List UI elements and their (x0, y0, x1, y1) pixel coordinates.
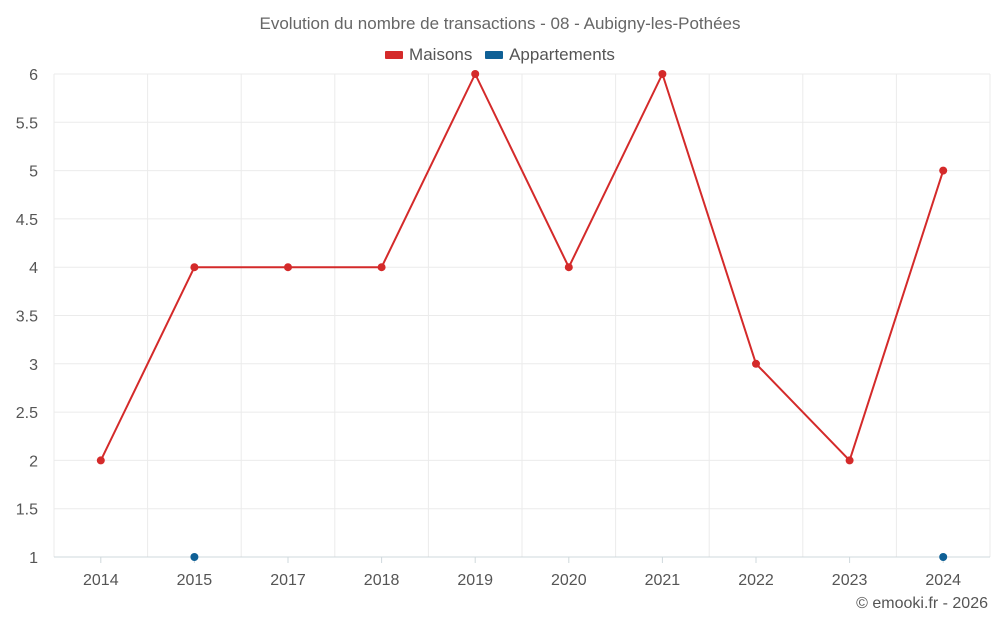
x-tick-label: 2021 (645, 572, 681, 589)
x-tick-label: 2014 (83, 572, 119, 589)
y-tick-label: 5.5 (16, 115, 38, 132)
y-tick-label: 5 (29, 164, 38, 181)
y-tick-label: 2.5 (16, 405, 38, 422)
y-tick-label: 3 (29, 357, 38, 374)
data-point-maisons (96, 456, 105, 465)
data-point-maisons (377, 263, 386, 272)
chart-legend: Maisons Appartements (0, 44, 1000, 65)
y-tick-label: 2 (29, 453, 38, 470)
x-tick-label: 2020 (551, 572, 587, 589)
copyright-text: © emooki.fr - 2026 (856, 595, 988, 612)
data-point-maisons (564, 263, 573, 272)
data-point-maisons (471, 70, 480, 78)
y-tick-label: 6 (29, 67, 38, 84)
data-point-maisons (845, 456, 854, 465)
legend-swatch-maisons (385, 51, 404, 59)
y-tick-label: 1.5 (16, 502, 38, 519)
legend-label-appartements: Appartements (509, 45, 615, 64)
legend-swatch-appartements (485, 51, 504, 59)
x-tick-label: 2018 (364, 572, 400, 589)
legend-item-maisons[interactable]: Maisons (385, 45, 472, 65)
chart-title: Evolution du nombre de transactions - 08… (259, 14, 741, 33)
data-point-maisons (284, 263, 292, 272)
y-tick-label: 3.5 (16, 309, 38, 326)
x-tick-label: 2019 (457, 572, 493, 589)
x-tick-label: 2017 (270, 572, 306, 589)
legend-label-maisons: Maisons (409, 45, 473, 64)
data-point-maisons (752, 359, 760, 368)
data-point-appartements (939, 553, 948, 561)
x-tick-label: 2022 (738, 572, 774, 589)
data-point-maisons (658, 70, 667, 78)
x-tick-label: 2023 (832, 572, 868, 589)
data-point-maisons (190, 263, 199, 272)
y-tick-label: 1 (29, 550, 38, 567)
y-tick-label: 4.5 (16, 212, 38, 229)
data-point-appartements (190, 553, 199, 561)
legend-item-appartements[interactable]: Appartements (485, 45, 615, 65)
series-line-maisons (99, 73, 945, 462)
y-tick-label: 4 (29, 260, 38, 277)
x-tick-label: 2015 (177, 572, 213, 589)
data-point-maisons (939, 166, 948, 175)
x-tick-label: 2024 (925, 572, 961, 589)
